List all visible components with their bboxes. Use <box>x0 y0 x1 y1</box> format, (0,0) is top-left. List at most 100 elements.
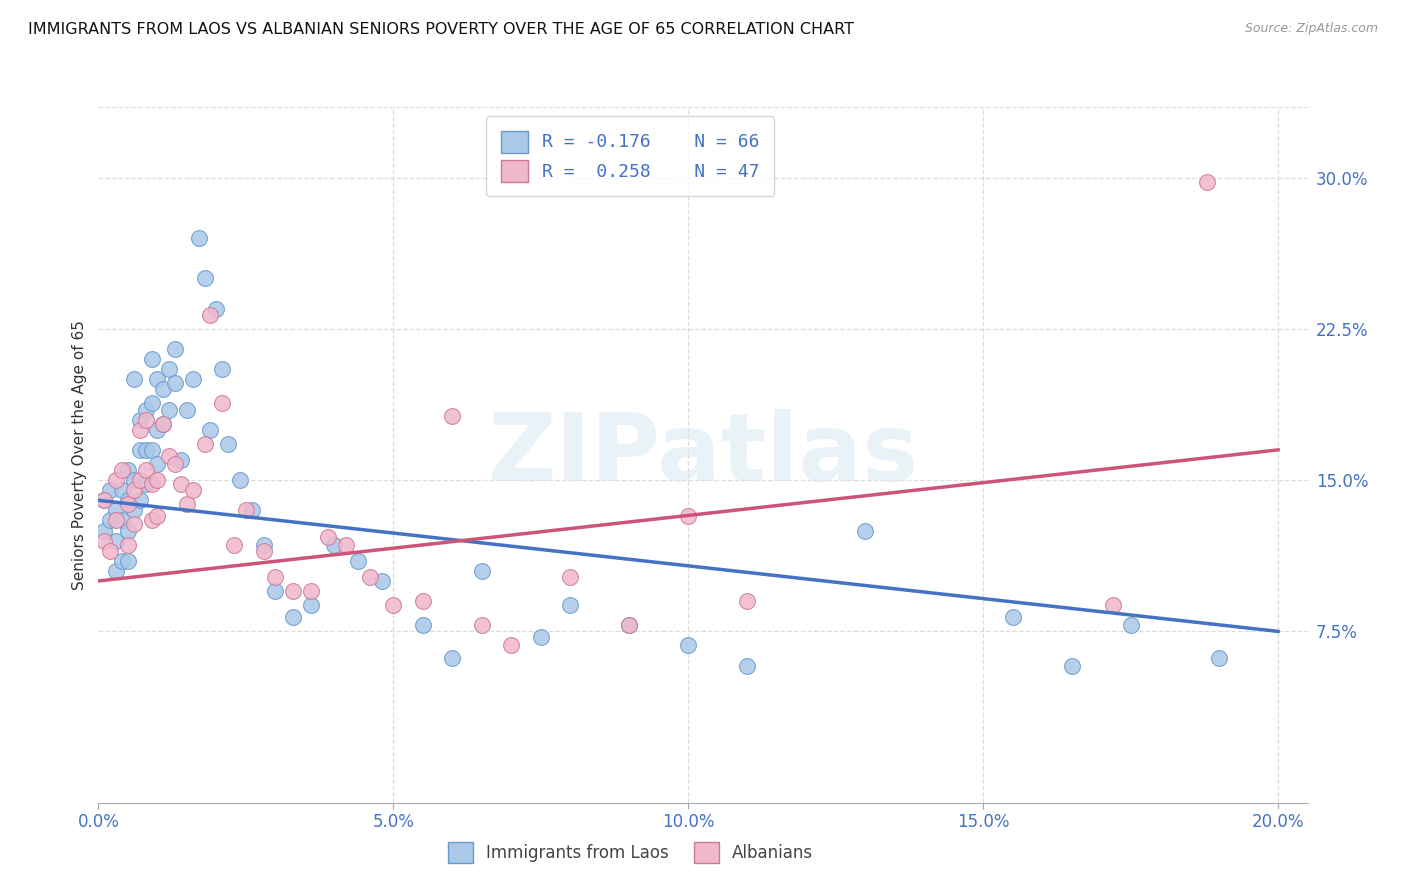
Point <box>128 473 150 487</box>
Point <box>141 396 163 410</box>
Point <box>117 554 139 568</box>
Point <box>135 477 157 491</box>
Point <box>141 477 163 491</box>
Point <box>382 598 405 612</box>
Point <box>347 554 370 568</box>
Point <box>152 417 174 431</box>
Point <box>165 342 187 356</box>
Point <box>111 483 134 498</box>
Point <box>135 442 157 457</box>
Point <box>235 503 257 517</box>
Point <box>853 524 876 538</box>
Point <box>211 362 233 376</box>
Point <box>181 372 204 386</box>
Point <box>359 570 381 584</box>
Point <box>117 538 139 552</box>
Point <box>471 618 494 632</box>
Point <box>146 457 169 471</box>
Point <box>146 423 169 437</box>
Point <box>170 477 193 491</box>
Point <box>194 271 217 285</box>
Point <box>560 598 582 612</box>
Point <box>117 497 139 511</box>
Point <box>222 538 245 552</box>
Point <box>111 513 134 527</box>
Point <box>117 463 139 477</box>
Point <box>1119 618 1142 632</box>
Point <box>117 524 139 538</box>
Point <box>735 594 758 608</box>
Point <box>619 618 641 632</box>
Point <box>1060 658 1083 673</box>
Text: ZIPatlas: ZIPatlas <box>488 409 918 501</box>
Point <box>122 473 145 487</box>
Point <box>165 457 187 471</box>
Point <box>152 383 174 397</box>
Point <box>146 509 169 524</box>
Point <box>135 463 157 477</box>
Point <box>501 639 523 653</box>
Point <box>1102 598 1125 612</box>
Point <box>200 308 222 322</box>
Point <box>240 503 263 517</box>
Point <box>181 483 204 498</box>
Text: IMMIGRANTS FROM LAOS VS ALBANIAN SENIORS POVERTY OVER THE AGE OF 65 CORRELATION : IMMIGRANTS FROM LAOS VS ALBANIAN SENIORS… <box>28 22 853 37</box>
Point <box>135 412 157 426</box>
Point <box>98 483 121 498</box>
Y-axis label: Seniors Poverty Over the Age of 65: Seniors Poverty Over the Age of 65 <box>72 320 87 590</box>
Point <box>111 463 134 477</box>
Point <box>157 362 180 376</box>
Point <box>205 301 228 316</box>
Point <box>194 437 217 451</box>
Point <box>111 554 134 568</box>
Point <box>152 417 174 431</box>
Point <box>135 402 157 417</box>
Text: Source: ZipAtlas.com: Source: ZipAtlas.com <box>1244 22 1378 36</box>
Point <box>530 631 553 645</box>
Point <box>412 594 434 608</box>
Point <box>146 473 169 487</box>
Point <box>170 453 193 467</box>
Point <box>1001 610 1024 624</box>
Point <box>105 473 128 487</box>
Point <box>157 402 180 417</box>
Point <box>128 442 150 457</box>
Point <box>318 530 340 544</box>
Point <box>323 538 346 552</box>
Point <box>98 543 121 558</box>
Point <box>187 231 209 245</box>
Point <box>619 618 641 632</box>
Point <box>281 610 304 624</box>
Point <box>141 513 163 527</box>
Point <box>122 483 145 498</box>
Point <box>560 570 582 584</box>
Point <box>335 538 357 552</box>
Point <box>678 509 700 524</box>
Point <box>93 493 115 508</box>
Point <box>370 574 392 588</box>
Point <box>98 513 121 527</box>
Point <box>229 473 252 487</box>
Point <box>105 503 128 517</box>
Point <box>1197 175 1219 189</box>
Point <box>93 524 115 538</box>
Point <box>122 503 145 517</box>
Point <box>264 584 287 599</box>
Point <box>217 437 239 451</box>
Point <box>678 639 700 653</box>
Point <box>471 564 494 578</box>
Point <box>146 372 169 386</box>
Point <box>735 658 758 673</box>
Point <box>105 564 128 578</box>
Point <box>122 372 145 386</box>
Point <box>1208 650 1230 665</box>
Point <box>252 543 274 558</box>
Point <box>176 497 198 511</box>
Point <box>441 650 464 665</box>
Point <box>105 513 128 527</box>
Point <box>157 449 180 463</box>
Point <box>200 423 222 437</box>
Point <box>176 402 198 417</box>
Point <box>252 538 274 552</box>
Point <box>128 423 150 437</box>
